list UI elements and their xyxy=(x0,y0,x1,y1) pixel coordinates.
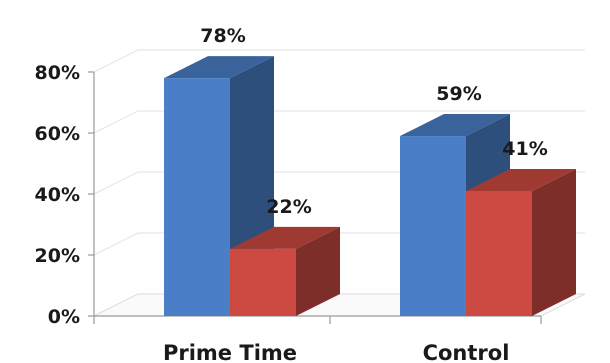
bar-0-1 xyxy=(230,226,340,316)
bar-front xyxy=(466,190,532,316)
gridline-depth-40 xyxy=(93,171,139,195)
bar-1-0 xyxy=(400,114,510,316)
bar-front xyxy=(400,136,466,316)
gridline-depth-60 xyxy=(93,110,139,134)
category-label: Control xyxy=(423,341,510,363)
bar-top xyxy=(400,114,510,137)
gridline-depth-80 xyxy=(93,49,139,73)
y-tick-label: 20% xyxy=(35,245,80,267)
data-label: 78% xyxy=(200,25,245,47)
y-tick-label: 60% xyxy=(35,123,80,145)
bar-top xyxy=(466,168,576,191)
bar-top xyxy=(164,56,274,79)
bar-top xyxy=(230,226,340,249)
bar-front xyxy=(230,248,296,316)
bar-1-1 xyxy=(466,168,576,316)
y-tick-label: 0% xyxy=(48,306,80,328)
bar-side xyxy=(296,226,340,316)
y-tick-label: 40% xyxy=(35,184,80,206)
bars xyxy=(164,56,576,316)
data-label: 41% xyxy=(502,138,547,160)
y-tick-label: 80% xyxy=(35,62,80,84)
category-label: Prime Time xyxy=(163,341,297,363)
bar-front xyxy=(164,78,230,316)
data-label: 22% xyxy=(266,196,311,218)
gridline-depth-20 xyxy=(93,232,139,256)
bar-side xyxy=(532,168,576,316)
data-label: 59% xyxy=(436,83,481,105)
labels: Prime Time Control 78% 22% 59% 41% xyxy=(163,25,548,363)
